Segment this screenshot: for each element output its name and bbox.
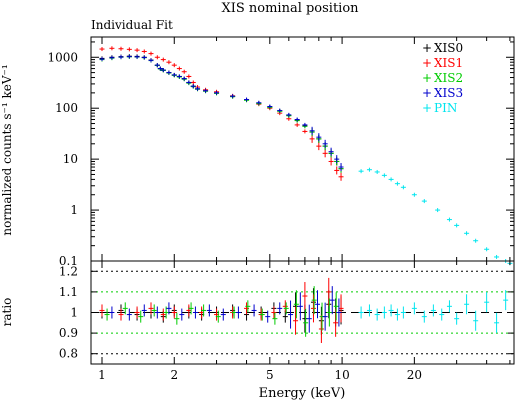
y-tick-label: 10 xyxy=(63,152,78,166)
x-tick-label: 5 xyxy=(266,368,274,382)
y-tick-label: 1 xyxy=(70,306,78,320)
top-y-axis-label: normalized counts s⁻¹ keV⁻¹ xyxy=(0,64,14,235)
legend-marker: + xyxy=(422,86,432,100)
y-tick-label: 1000 xyxy=(47,50,78,64)
chart-subtitle: Individual Fit xyxy=(91,18,173,32)
bottom-y-axis-label: ratio xyxy=(0,298,14,327)
x-tick-label: 20 xyxy=(407,368,422,382)
legend: + XIS0+ XIS1+ XIS2+ XIS3+ PIN xyxy=(422,41,463,115)
x-tick-label: 10 xyxy=(334,368,349,382)
legend-label: XIS0 xyxy=(434,41,463,55)
y-tick-label: 1 xyxy=(70,203,78,217)
legend-label: XIS1 xyxy=(434,56,463,70)
legend-marker: + xyxy=(422,71,432,85)
legend-label: XIS3 xyxy=(434,86,463,100)
x-tick-label: 2 xyxy=(170,368,178,382)
y-tick-label: 0.1 xyxy=(59,254,78,268)
y-tick-label: 0.8 xyxy=(59,347,78,361)
legend-label: PIN xyxy=(434,101,457,115)
x-tick-label: 1 xyxy=(98,368,106,382)
legend-marker: + xyxy=(422,56,432,70)
y-tick-label: 0.9 xyxy=(59,326,78,340)
chart-title: XIS nominal position xyxy=(221,1,359,16)
y-tick-label: 100 xyxy=(55,101,78,115)
y-tick-label: 1.1 xyxy=(59,285,78,299)
x-axis-label: Energy (keV) xyxy=(259,386,346,401)
legend-marker: + xyxy=(422,41,432,55)
y-tick-label: 1.2 xyxy=(59,264,78,278)
legend-label: XIS2 xyxy=(434,71,463,85)
ratio-panel: 1 2 5 10 20 0.8 0.9 1 1.1 1.2 xyxy=(59,260,515,382)
legend-marker: + xyxy=(422,101,432,115)
